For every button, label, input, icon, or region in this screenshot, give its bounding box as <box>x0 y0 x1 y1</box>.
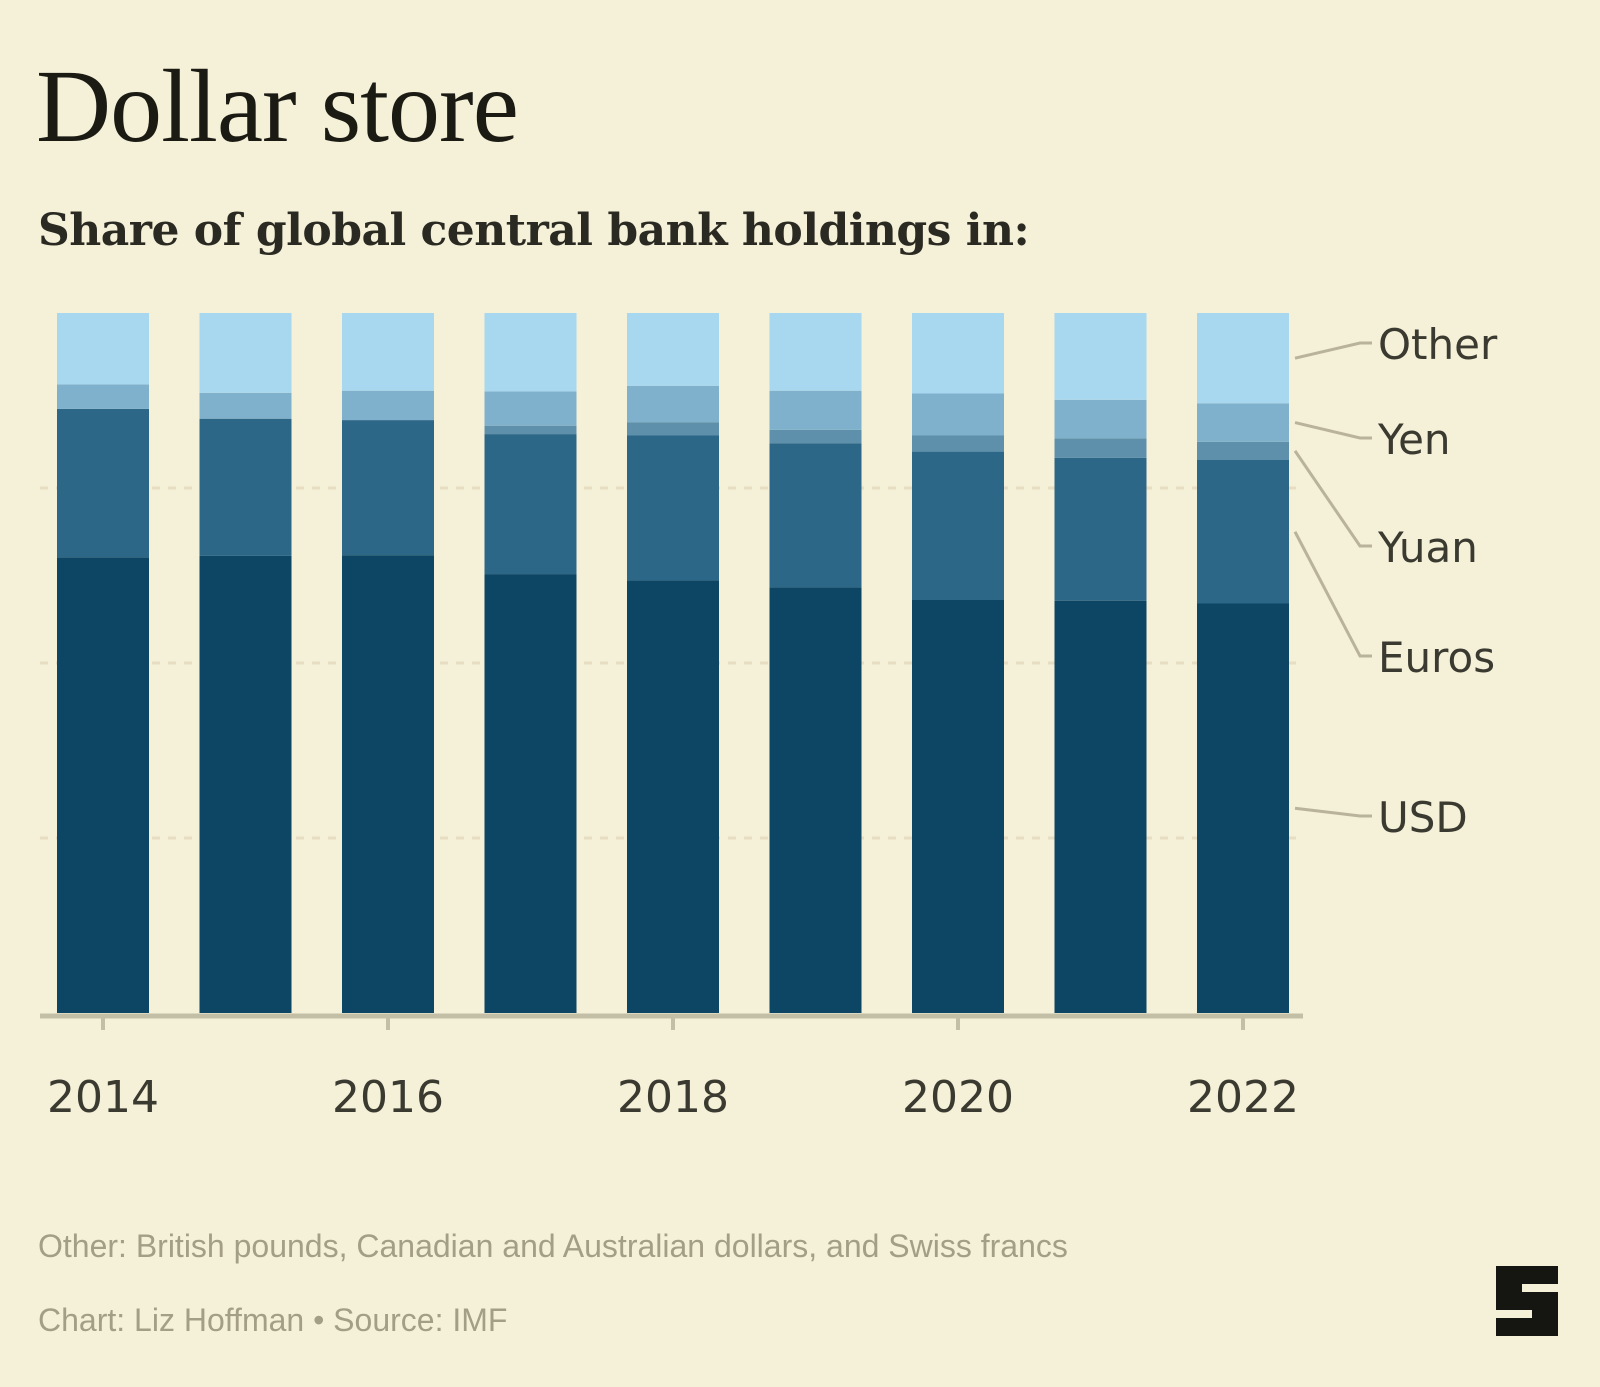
bar-segment-euros-2016 <box>342 420 434 556</box>
bar-segment-yuan-2020 <box>912 435 1004 452</box>
x-axis: 2014 2016 2018 2020 2022 <box>40 1013 1303 1123</box>
chart-title: Dollar store <box>36 49 519 164</box>
bar-segment-other-2020 <box>912 313 1004 394</box>
bar-segment-usd-2015 <box>199 555 292 1013</box>
chart-credit: Chart: Liz Hoffman • Source: IMF <box>38 1302 508 1338</box>
leader-line-yen <box>1294 421 1372 440</box>
bar-segment-yen-2017 <box>484 391 577 426</box>
bar-segment-other-2014 <box>57 313 149 385</box>
bar-segment-usd-2022 <box>1197 603 1289 1013</box>
leader-line-euros <box>1293 531 1372 658</box>
bar-segment-euros-2019 <box>769 443 862 588</box>
semafor-logo-icon <box>1496 1266 1558 1336</box>
bar-segment-usd-2019 <box>769 587 862 1013</box>
x-tick-label-2022: 2022 <box>1187 1072 1299 1123</box>
bar-segment-other-2021 <box>1054 313 1147 400</box>
bar-segment-yen-2018 <box>627 385 719 423</box>
leader-line-usd <box>1294 806 1372 818</box>
bar-segment-other-2019 <box>769 313 862 391</box>
bar-segment-other-2016 <box>342 313 434 391</box>
bar-segment-yen-2014 <box>57 384 149 409</box>
bar-segment-yuan-2021 <box>1054 438 1147 458</box>
bar-segment-euros-2015 <box>199 418 292 556</box>
bar-segment-euros-2021 <box>1054 457 1147 601</box>
bar-segment-other-2018 <box>627 313 719 386</box>
bar-segment-other-2017 <box>484 313 577 392</box>
bar-segment-usd-2018 <box>627 580 719 1013</box>
bar-segment-usd-2021 <box>1054 600 1147 1013</box>
leader-line-other <box>1294 341 1372 360</box>
bar-segment-euros-2020 <box>912 451 1004 600</box>
series-label-yuan: Yuan <box>1377 523 1478 572</box>
leader-line-yuan <box>1293 450 1372 548</box>
bar-segment-euros-2022 <box>1197 460 1289 604</box>
bar-segment-yuan-2018 <box>627 422 719 436</box>
bar-segment-usd-2020 <box>912 600 1004 1013</box>
bar-segment-yen-2015 <box>199 392 292 419</box>
bar-segment-usd-2014 <box>57 557 149 1013</box>
stacked-bar-chart: 2014 2016 2018 2020 2022 USD Euros Yuan Yen Othe… <box>40 313 1498 1123</box>
x-tick-label-2018: 2018 <box>617 1072 729 1123</box>
x-tick-label-2014: 2014 <box>47 1072 159 1123</box>
series-labels: USD Euros Yuan Yen Other <box>1293 320 1498 842</box>
bar-segment-other-2022 <box>1197 313 1289 404</box>
bar-segment-yuan-2022 <box>1197 441 1289 460</box>
x-tick-label-2020: 2020 <box>902 1072 1014 1123</box>
bar-segment-yen-2022 <box>1197 403 1289 442</box>
bar-segment-other-2015 <box>199 313 292 393</box>
bar-segment-usd-2016 <box>342 555 434 1013</box>
x-tick-label-2016: 2016 <box>332 1072 444 1123</box>
series-label-yen: Yen <box>1377 415 1451 464</box>
bar-segment-yuan-2017 <box>484 425 577 435</box>
footnote-other-definition: Other: British pounds, Canadian and Aust… <box>38 1228 1068 1264</box>
series-label-other: Other <box>1378 320 1498 369</box>
bar-segment-euros-2014 <box>57 408 149 558</box>
series-label-usd: USD <box>1378 793 1468 842</box>
bar-segment-yen-2021 <box>1054 399 1147 439</box>
bars <box>57 313 1289 1013</box>
series-label-euros: Euros <box>1378 633 1495 682</box>
bar-segment-euros-2017 <box>484 434 577 575</box>
bar-segment-usd-2017 <box>484 574 577 1013</box>
chart-subtitle: Share of global central bank holdings in… <box>38 205 1030 256</box>
bar-segment-yen-2016 <box>342 390 434 421</box>
bar-segment-yen-2019 <box>769 390 862 430</box>
bar-segment-yen-2020 <box>912 393 1004 436</box>
bar-segment-euros-2018 <box>627 435 719 581</box>
bar-segment-yuan-2019 <box>769 429 862 444</box>
